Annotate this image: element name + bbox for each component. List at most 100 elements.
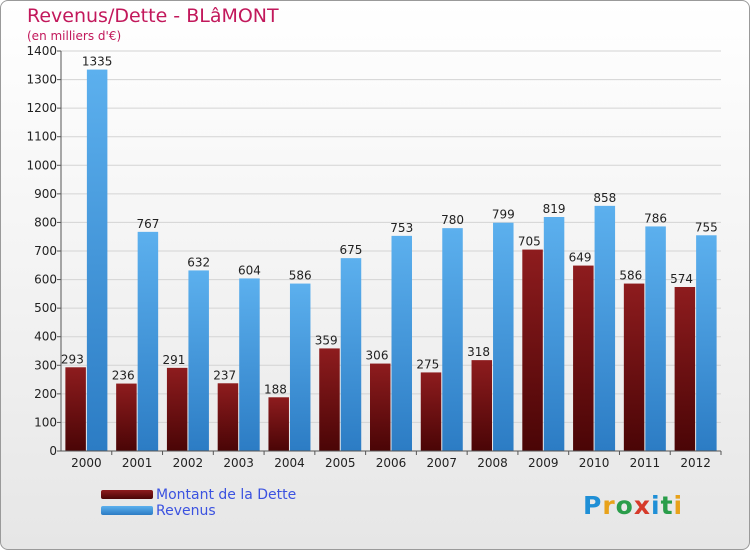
value-label-revenus: 1335 — [82, 55, 113, 69]
x-tick-label: 2008 — [477, 456, 508, 470]
y-tick-label: 1000 — [26, 158, 57, 172]
bar-debt — [522, 249, 543, 451]
logo-letter: i — [673, 491, 684, 520]
logo-letter: t — [660, 491, 674, 520]
bars — [65, 69, 717, 452]
y-tick-label: 300 — [34, 358, 57, 372]
bar-revenus — [442, 228, 463, 451]
x-tick-label: 2005 — [325, 456, 356, 470]
value-label-revenus: 786 — [644, 211, 667, 225]
bar-revenus — [289, 283, 311, 451]
x-tick-label: 2012 — [680, 456, 711, 470]
value-label-revenus: 632 — [187, 255, 210, 269]
logo-letter: P — [583, 491, 603, 520]
value-label-debt: 236 — [112, 369, 135, 383]
bar-debt — [268, 397, 289, 451]
bar-debt — [674, 287, 696, 451]
logo-letter: x — [633, 491, 651, 520]
bar-debt — [471, 360, 493, 451]
value-labels: 293 1335 236 767 291 632 237 604 188 586 359 675 306… — [61, 55, 718, 397]
value-label-debt: 188 — [264, 382, 287, 396]
axes: 0 100 200 300 400 500 600 700 800 900 1000 1100 1200… — [26, 44, 722, 470]
bar-debt — [116, 383, 137, 451]
x-tick-label: 2003 — [223, 456, 254, 470]
value-label-revenus: 755 — [695, 220, 718, 234]
bar-debt — [217, 383, 239, 451]
y-tick-label: 800 — [34, 215, 57, 229]
x-tick-label: 2004 — [274, 456, 305, 470]
bar-revenus — [340, 258, 362, 451]
y-tick-label: 1400 — [26, 44, 57, 58]
x-tick-label: 2001 — [122, 456, 153, 470]
logo-letter: o — [615, 491, 634, 520]
bar-debt — [623, 283, 645, 451]
y-tick-label: 700 — [34, 244, 57, 258]
y-tick-label: 900 — [34, 187, 57, 201]
bar-revenus — [188, 270, 209, 451]
value-label-revenus: 799 — [492, 208, 515, 222]
value-label-revenus: 675 — [340, 243, 363, 257]
bar-revenus — [543, 217, 565, 451]
value-label-revenus: 586 — [289, 269, 312, 283]
y-tick-label: 1200 — [26, 101, 57, 115]
value-label-debt: 574 — [670, 272, 693, 286]
value-label-debt: 237 — [213, 368, 236, 382]
logo-letter: r — [602, 491, 616, 520]
y-tick-label: 1100 — [26, 130, 57, 144]
value-label-revenus: 753 — [390, 221, 413, 235]
bar-revenus — [645, 226, 666, 451]
gridlines — [61, 50, 721, 452]
legend-swatch-debt — [101, 490, 153, 499]
y-tick-label: 1300 — [26, 73, 57, 87]
value-label-debt: 649 — [569, 251, 592, 265]
bar-revenus — [239, 278, 260, 451]
bar-revenus — [137, 231, 159, 451]
bar-debt — [319, 348, 340, 451]
value-label-debt: 293 — [61, 352, 84, 366]
x-tick-label: 2007 — [426, 456, 457, 470]
y-tick-label: 400 — [34, 330, 57, 344]
y-tick-label: 0 — [49, 444, 57, 458]
legend-label-debt: Montant de la Dette — [156, 487, 297, 503]
x-tick-label: 2009 — [528, 456, 559, 470]
value-label-debt: 359 — [315, 333, 338, 347]
x-tick-label: 2011 — [630, 456, 661, 470]
value-label-debt: 275 — [416, 357, 439, 371]
value-label-debt: 705 — [518, 235, 541, 249]
value-label-debt: 306 — [366, 349, 389, 363]
y-tick-label: 600 — [34, 273, 57, 287]
y-tick-label: 100 — [34, 415, 57, 429]
x-tick-label: 2010 — [579, 456, 610, 470]
bar-revenus — [493, 222, 514, 451]
value-label-revenus: 604 — [238, 263, 261, 277]
x-tick-label: 2000 — [71, 456, 102, 470]
proxiti-logo: Proxiti — [583, 491, 683, 520]
value-label-debt: 291 — [162, 353, 185, 367]
bar-revenus — [696, 235, 717, 451]
value-label-debt: 318 — [467, 345, 490, 359]
value-label-revenus: 767 — [136, 217, 159, 231]
legend-label-revenus: Revenus — [156, 503, 216, 519]
bar-chart: 293 1335 236 767 291 632 237 604 188 586 359 675 306… — [26, 44, 722, 470]
legend-swatch-revenus — [101, 506, 153, 515]
bar-debt — [420, 372, 442, 451]
bar-debt — [65, 367, 86, 451]
bar-debt — [370, 363, 391, 451]
x-tick-label: 2002 — [173, 456, 204, 470]
y-tick-label: 500 — [34, 301, 57, 315]
bar-revenus — [594, 205, 616, 451]
bar-debt — [573, 265, 594, 451]
bar-revenus — [86, 69, 108, 452]
chart-title: Revenus/Dette - BLâMONT — [27, 5, 279, 27]
bar-revenus — [391, 235, 412, 451]
value-label-revenus: 819 — [543, 202, 566, 216]
logo-letter: i — [651, 491, 661, 520]
x-tick-label: 2006 — [376, 456, 407, 470]
y-tick-label: 200 — [34, 387, 57, 401]
value-label-debt: 586 — [619, 269, 642, 283]
chart-subtitle: (en milliers d'€) — [27, 29, 122, 43]
value-label-revenus: 780 — [441, 213, 464, 227]
value-label-revenus: 858 — [593, 191, 616, 205]
bar-debt — [166, 367, 188, 451]
